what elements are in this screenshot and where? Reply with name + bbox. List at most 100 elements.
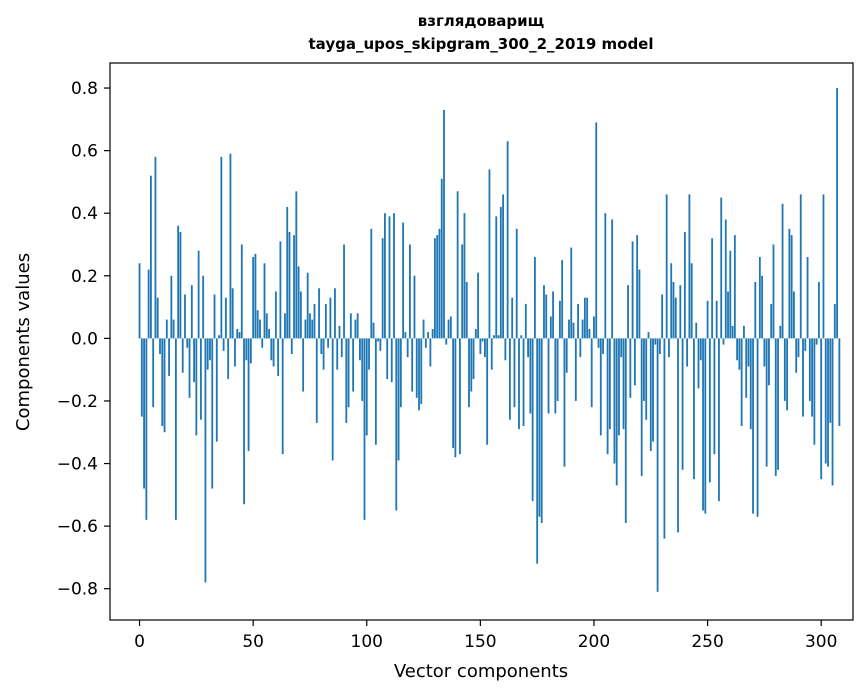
bar — [768, 338, 770, 386]
bar — [547, 338, 550, 414]
bar — [324, 303, 327, 339]
bar — [672, 282, 675, 339]
bar — [740, 338, 743, 426]
bar — [713, 338, 716, 455]
bar — [170, 275, 173, 339]
bar — [786, 338, 789, 411]
bar — [529, 338, 532, 414]
bar — [440, 178, 443, 339]
bar — [229, 153, 232, 339]
bar — [604, 213, 607, 339]
bar — [374, 338, 377, 445]
bar — [631, 241, 634, 339]
bar — [556, 338, 559, 401]
bar — [202, 275, 205, 339]
bar — [588, 328, 591, 339]
bar — [377, 338, 380, 342]
bar — [772, 244, 775, 339]
bar — [652, 338, 654, 442]
bar — [181, 338, 184, 373]
bar — [177, 225, 180, 339]
bar — [431, 328, 434, 339]
bar — [272, 338, 275, 367]
bar — [749, 338, 752, 430]
bar — [254, 253, 257, 339]
bar — [354, 319, 357, 339]
x-tick-label: 50 — [242, 632, 264, 652]
bar — [590, 338, 593, 408]
bar — [397, 338, 400, 461]
bar — [370, 228, 373, 339]
bar — [761, 275, 764, 339]
bar — [558, 300, 561, 339]
bar — [231, 288, 234, 339]
bar — [406, 338, 409, 358]
x-tick-label: 0 — [134, 632, 145, 652]
bar — [474, 328, 477, 339]
bar — [472, 338, 475, 380]
bar — [138, 263, 141, 339]
bar — [199, 338, 202, 420]
bar — [315, 338, 318, 423]
bar — [747, 338, 750, 367]
bar — [422, 319, 425, 339]
bar — [756, 338, 759, 517]
bar — [184, 294, 186, 339]
bar — [215, 338, 218, 442]
bar — [386, 338, 389, 380]
bar — [447, 319, 450, 339]
bar — [661, 294, 664, 339]
bar — [172, 319, 175, 339]
bar — [711, 238, 714, 339]
bar — [645, 338, 648, 420]
bar — [159, 338, 161, 355]
bar — [331, 338, 334, 461]
bar — [654, 338, 657, 345]
bar — [493, 335, 495, 339]
bar — [522, 338, 525, 426]
bar — [540, 338, 543, 523]
bar — [179, 231, 182, 339]
bar — [697, 338, 700, 389]
bar — [227, 338, 230, 380]
bar — [149, 175, 152, 339]
bar — [322, 338, 325, 370]
bar — [343, 244, 345, 339]
bar — [579, 338, 582, 358]
bar — [327, 338, 330, 348]
bar — [813, 338, 816, 445]
bar — [543, 285, 545, 339]
bar — [479, 338, 482, 355]
bar — [808, 338, 811, 401]
bar — [295, 191, 298, 339]
bar — [633, 338, 636, 386]
bar — [188, 338, 191, 398]
bar — [829, 338, 832, 423]
chart-subtitle: tayga_upos_skipgram_300_2_2019 model — [309, 35, 654, 53]
x-axis-label: Vector components — [394, 661, 568, 682]
bar — [836, 88, 839, 339]
bar — [418, 338, 420, 411]
bar — [420, 338, 423, 405]
bar — [552, 291, 554, 339]
y-axis-label: Components values — [13, 253, 34, 431]
bar — [461, 244, 464, 339]
bar — [465, 282, 468, 339]
bar — [156, 297, 159, 339]
bar — [299, 291, 302, 339]
bar — [833, 303, 836, 339]
bar — [240, 244, 243, 339]
bar — [799, 194, 802, 339]
bar — [586, 297, 589, 339]
bar — [490, 338, 493, 370]
bar — [531, 338, 534, 502]
bar — [724, 219, 727, 339]
bar — [190, 285, 193, 339]
bar — [470, 338, 473, 392]
bar — [508, 338, 511, 420]
bar — [520, 335, 523, 339]
bar — [318, 288, 320, 339]
bar — [247, 338, 250, 452]
bar — [643, 338, 645, 401]
bar — [811, 338, 814, 417]
